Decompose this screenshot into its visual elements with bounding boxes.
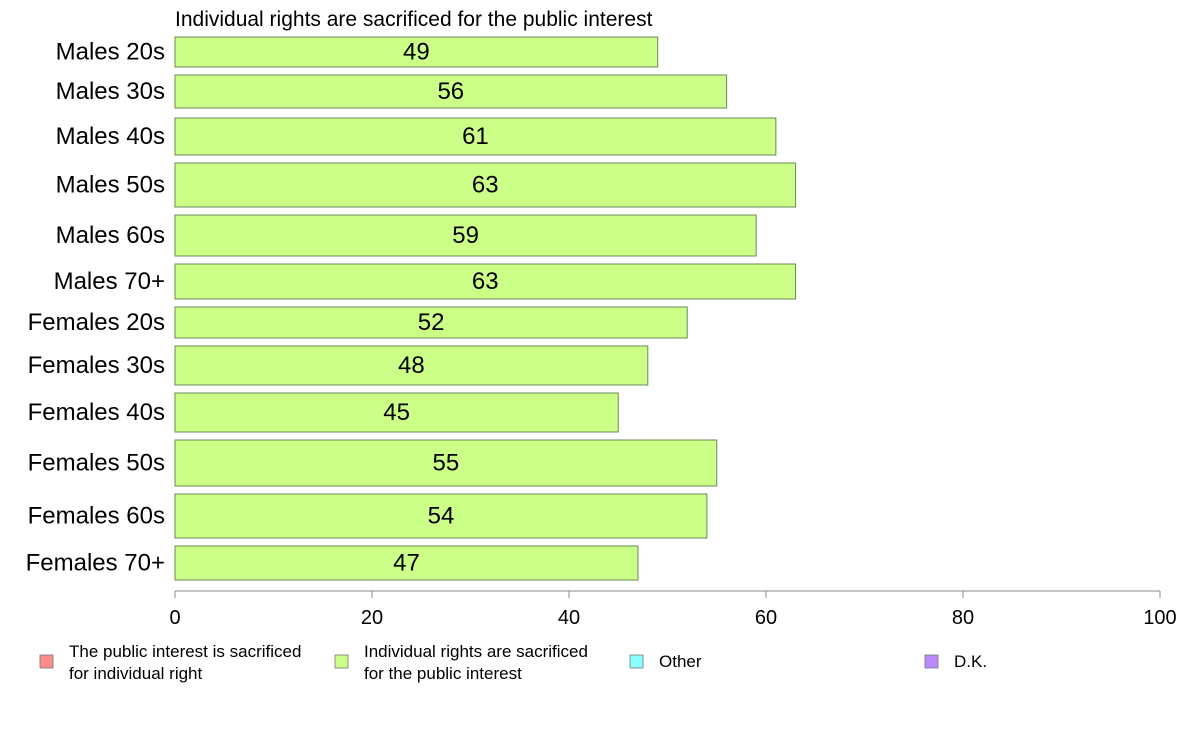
category-label: Females 30s bbox=[28, 352, 165, 379]
value-label: 55 bbox=[433, 450, 460, 477]
bar-6 bbox=[174, 306, 688, 339]
x-tick-label: 20 bbox=[361, 607, 383, 629]
bar-2 bbox=[174, 117, 777, 156]
category-label: Females 50s bbox=[28, 450, 165, 477]
x-tick-label: 40 bbox=[558, 607, 580, 629]
legend-swatch bbox=[334, 654, 349, 669]
category-label: Males 70+ bbox=[54, 268, 165, 295]
value-label: 59 bbox=[452, 222, 479, 249]
value-label: 45 bbox=[383, 399, 410, 426]
x-tick-label: 60 bbox=[755, 607, 777, 629]
bar-0 bbox=[174, 36, 659, 68]
bar-10 bbox=[174, 493, 708, 539]
bar-9 bbox=[174, 439, 718, 487]
bar-5 bbox=[174, 263, 797, 300]
value-label: 61 bbox=[462, 123, 489, 150]
value-label: 48 bbox=[398, 352, 425, 379]
bar-8 bbox=[174, 392, 619, 433]
value-label: 63 bbox=[472, 172, 499, 199]
legend-label: for the public interest bbox=[364, 664, 522, 683]
bar-7 bbox=[174, 345, 649, 386]
category-label: Females 70+ bbox=[26, 550, 165, 577]
category-label: Males 20s bbox=[56, 39, 165, 66]
category-label: Males 60s bbox=[56, 222, 165, 249]
x-tick-label: 80 bbox=[952, 607, 974, 629]
legend-label: for individual right bbox=[69, 664, 203, 683]
value-label: 54 bbox=[428, 503, 455, 530]
legend-label: Individual rights are sacrificed bbox=[364, 642, 588, 661]
category-label: Males 50s bbox=[56, 172, 165, 199]
category-label: Females 60s bbox=[28, 503, 165, 530]
bars-group: Males 20s 49 Males 30s 56 Males 40s 61 Males 5… bbox=[26, 36, 797, 581]
x-axis: 0 20 40 60 80 100 bbox=[169, 590, 1177, 629]
legend-swatch bbox=[924, 654, 939, 669]
value-label: 47 bbox=[393, 550, 420, 577]
category-label: Males 40s bbox=[56, 123, 165, 150]
legend: The public interest is sacrificed for ind… bbox=[39, 642, 987, 683]
x-tick-label: 0 bbox=[169, 607, 180, 629]
value-label: 56 bbox=[437, 78, 464, 105]
legend-label: The public interest is sacrificed bbox=[69, 642, 301, 661]
category-label: Females 40s bbox=[28, 399, 165, 426]
legend-swatch bbox=[629, 654, 644, 669]
x-tick-label: 100 bbox=[1143, 607, 1176, 629]
value-label: 52 bbox=[418, 309, 445, 336]
bar-1 bbox=[174, 74, 728, 109]
category-label: Males 30s bbox=[56, 78, 165, 105]
bar-11 bbox=[174, 545, 639, 581]
legend-label: Other bbox=[659, 652, 702, 671]
chart-title: Individual rights are sacrificed for the… bbox=[175, 8, 653, 31]
bar-3 bbox=[174, 162, 797, 208]
category-label: Females 20s bbox=[28, 309, 165, 336]
legend-swatch bbox=[39, 654, 54, 669]
bar-4 bbox=[174, 214, 757, 257]
legend-label: D.K. bbox=[954, 652, 987, 671]
value-label: 63 bbox=[472, 268, 499, 295]
value-label: 49 bbox=[403, 39, 430, 66]
